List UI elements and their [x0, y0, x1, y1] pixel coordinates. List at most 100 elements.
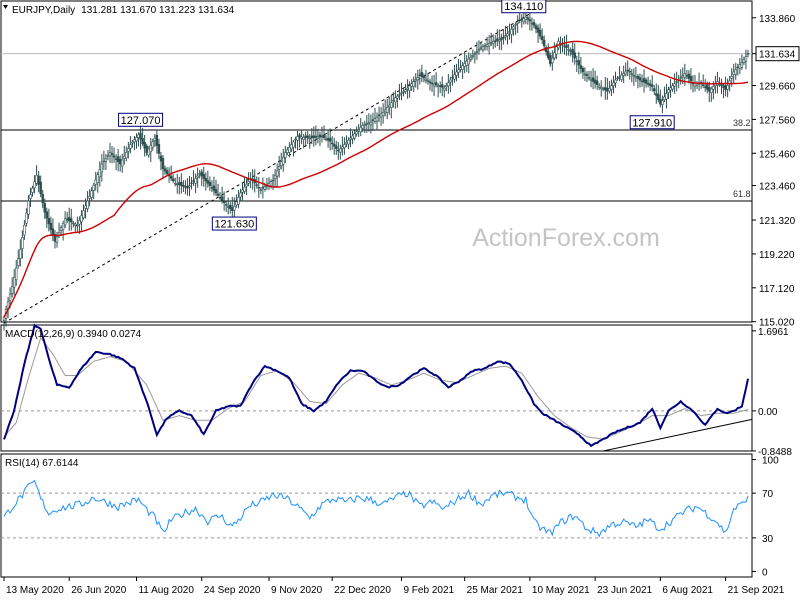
collapse-arrow-icon[interactable]: [3, 5, 8, 9]
candle-body: [196, 175, 199, 178]
rsi-tick-label: 0: [762, 567, 768, 578]
price-pane-frame: [0, 0, 753, 323]
candle-body: [163, 168, 167, 172]
x-tick-label: 10 May 2021: [532, 585, 590, 596]
candle-body: [27, 200, 30, 215]
candle-body: [671, 85, 674, 90]
candle-body: [35, 174, 38, 184]
candle-body: [683, 73, 687, 78]
candle-body: [121, 159, 124, 167]
candle-body: [661, 100, 664, 105]
candle-body: [597, 85, 601, 88]
candle-body: [587, 77, 591, 79]
candle-body: [724, 85, 727, 91]
candle-body: [673, 83, 676, 87]
candle-body: [461, 65, 464, 70]
candle-body: [477, 49, 481, 51]
candle-body: [106, 155, 110, 157]
candle-body: [335, 145, 338, 149]
candle-body: [84, 205, 87, 209]
candle-body: [235, 201, 238, 206]
candle-body: [591, 77, 595, 82]
candle-body: [37, 175, 40, 185]
candle-body: [76, 224, 79, 227]
candle-body: [68, 217, 71, 222]
macd-tick-label: 1.6961: [758, 327, 789, 338]
candle-body: [202, 174, 205, 179]
candle-body: [492, 41, 495, 44]
candle-body: [436, 85, 440, 87]
candle-body: [567, 49, 570, 51]
candle-body: [604, 87, 607, 91]
candle-body: [530, 22, 534, 25]
candle-body: [153, 137, 157, 142]
candle-body: [190, 182, 193, 185]
candle-body: [701, 84, 705, 86]
candle-body: [494, 40, 497, 42]
candle-body: [612, 82, 615, 86]
candle-body: [110, 153, 114, 156]
candle-body: [471, 55, 475, 57]
candle-body: [310, 135, 313, 139]
candle-body: [522, 18, 525, 23]
candle-body: [616, 77, 619, 80]
candle-body: [487, 43, 491, 47]
candle-body: [45, 211, 49, 219]
candle-body: [638, 77, 642, 81]
candle-body: [312, 135, 316, 138]
candle-body: [23, 224, 26, 236]
candle-body: [481, 46, 485, 51]
candle-body: [681, 75, 684, 78]
candle-body: [400, 92, 403, 95]
candle-body: [300, 136, 303, 139]
candle-body: [257, 187, 260, 189]
candle-body: [200, 171, 203, 177]
price-tick-label: 133.860: [759, 14, 796, 25]
candle-body: [712, 86, 715, 90]
candle-body: [49, 222, 53, 231]
candle-body: [563, 45, 566, 48]
candle-body: [738, 64, 742, 69]
candle-body: [284, 152, 287, 158]
candle-body: [355, 131, 358, 135]
candle-body: [428, 81, 432, 83]
candle-body: [19, 249, 22, 259]
candle-body: [324, 138, 328, 141]
candle-body: [489, 42, 493, 44]
candle-body: [290, 144, 293, 150]
candle-body: [655, 93, 658, 96]
candle-body: [345, 142, 348, 145]
candle-body: [155, 135, 159, 147]
candle-body: [98, 168, 102, 178]
candle-body: [337, 149, 340, 152]
candle-body: [176, 183, 179, 186]
candle-body: [339, 148, 342, 153]
x-tick-label: 22 Dec 2020: [334, 585, 391, 596]
candle-body: [143, 141, 146, 149]
x-tick-label: 25 Mar 2021: [467, 585, 524, 596]
candle-body: [178, 182, 181, 186]
candle-body: [275, 170, 279, 177]
candle-body: [184, 186, 187, 188]
candle-body: [536, 27, 540, 33]
candle-body: [361, 124, 364, 129]
candle-body: [261, 186, 265, 189]
candle-body: [147, 148, 150, 156]
candle-body: [408, 85, 411, 91]
rsi-pane-frame: [0, 453, 753, 578]
candle-body: [410, 83, 413, 87]
candle-body: [218, 197, 222, 199]
price-tick-label: 121.320: [759, 216, 796, 227]
candle-body: [518, 19, 521, 22]
candle-body: [39, 181, 42, 195]
candle-body: [412, 81, 415, 87]
macd-tick-label: -0.8488: [758, 447, 792, 458]
candle-body: [457, 69, 460, 73]
candle-body: [706, 84, 709, 90]
candle-body: [532, 22, 536, 26]
candle-body: [330, 142, 334, 145]
candle-body: [280, 161, 283, 167]
candle-body: [589, 79, 593, 81]
candle-body: [538, 29, 542, 37]
candle-body: [650, 84, 654, 87]
